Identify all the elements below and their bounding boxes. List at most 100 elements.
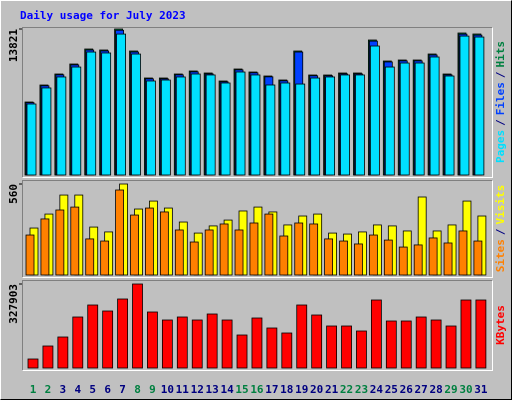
x-tick-label: 3 [60,383,67,396]
bar [369,45,380,176]
bar [146,80,156,176]
bar [56,76,67,176]
bar [102,310,114,369]
bar [175,76,186,176]
panel-border-light [22,27,493,178]
x-tick-label: 20 [310,383,323,396]
bar [41,87,52,176]
legend: Sites / Visits [494,185,507,273]
bar [115,189,124,276]
x-tick-label: 6 [104,383,111,396]
bar [147,311,158,369]
bar [86,51,97,176]
bar [160,79,171,176]
bar [398,246,408,276]
bar [310,77,321,176]
x-tick-label: 25 [385,383,398,396]
bar [309,223,319,276]
x-tick-label: 24 [370,383,384,396]
bar [204,229,214,276]
bar [265,84,276,176]
bar [219,223,229,276]
x-tick-label: 19 [295,383,308,396]
bar [191,319,203,369]
bar [280,82,291,176]
bar [101,52,112,176]
bar [444,75,455,176]
bar [384,66,395,176]
x-tick-label: 26 [400,383,414,396]
legend: Pages / Files / Hits [494,41,507,163]
bar [413,244,423,276]
x-tick-label: 30 [459,383,472,396]
bar [326,325,338,369]
y-tick-label: 13821 [7,29,20,62]
bar [205,74,216,176]
bar [414,62,425,176]
x-tick-label: 5 [89,383,96,396]
bar [324,238,334,276]
bar [355,74,365,176]
x-tick-label: 18 [280,383,293,396]
y-tick-label: 327903 [7,284,20,324]
bar [279,235,289,276]
bar [55,209,65,276]
bar [174,229,184,276]
x-tick-label: 10 [161,383,174,396]
bar [40,218,50,276]
bar [296,304,308,369]
bar [266,327,278,369]
bar [339,240,348,276]
bar [445,325,457,369]
legend-entry: Hits [494,41,507,68]
bar [189,241,199,276]
legend-separator: / [494,119,507,126]
bar [430,319,442,369]
x-tick-label: 14 [220,383,234,396]
bar [475,299,487,369]
bar [100,240,110,276]
panel-border-light [22,280,493,371]
x-tick-label: 13 [206,383,219,396]
panel-border-light [22,180,493,278]
x-tick-label: 28 [429,383,442,396]
bar [85,238,95,276]
bar [235,71,246,176]
bar [87,304,99,369]
bar [250,74,261,176]
legend-entry: KBytes [494,305,507,345]
bar [281,332,293,369]
bar [234,229,244,276]
bar [251,317,263,369]
x-tick-label: 4 [74,383,81,396]
bar [443,242,453,276]
legend-entry: Pages [494,130,507,163]
bar [131,53,141,176]
chart-title: Daily usage for July 2023 [20,9,186,22]
panel-border-dark [22,280,493,371]
legend-entry: Visits [494,185,507,225]
x-tick-label: 22 [340,383,353,396]
bar [27,358,39,369]
bar [294,222,304,276]
legend-separator: / [494,228,507,235]
bar [42,345,54,369]
bar [474,36,485,176]
bar [399,62,410,176]
bar [341,325,352,369]
bar [206,313,218,369]
legend: KBytes [494,305,507,345]
bar [249,222,259,276]
bar [161,319,173,369]
bar [72,316,84,369]
bar [356,330,367,369]
bar [311,314,323,369]
bar [116,33,126,176]
panel-border-dark [22,180,493,278]
x-tick-label: 8 [134,383,141,396]
bar [132,283,143,369]
x-tick-label: 11 [176,383,190,396]
bar [159,211,169,276]
bar [236,334,248,369]
